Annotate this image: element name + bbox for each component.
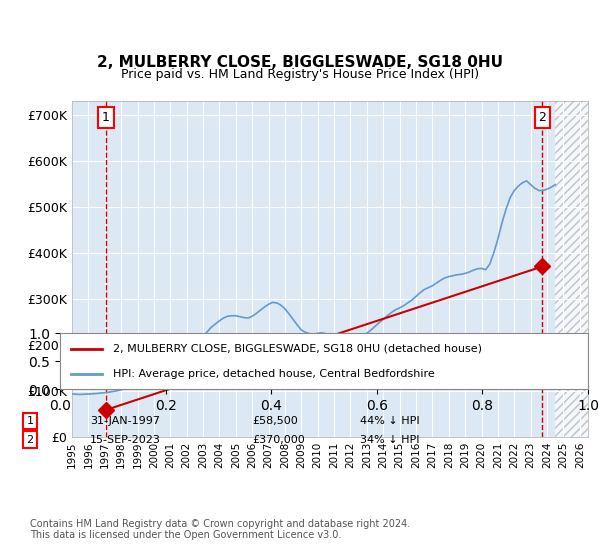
Text: £58,500: £58,500 <box>252 416 298 426</box>
Text: 1: 1 <box>102 111 110 124</box>
Text: Price paid vs. HM Land Registry's House Price Index (HPI): Price paid vs. HM Land Registry's House … <box>121 68 479 81</box>
Text: 15-SEP-2023: 15-SEP-2023 <box>90 435 161 445</box>
Text: 34% ↓ HPI: 34% ↓ HPI <box>360 435 419 445</box>
Text: 31-JAN-1997: 31-JAN-1997 <box>90 416 160 426</box>
Bar <box>555 101 588 437</box>
Text: Contains HM Land Registry data © Crown copyright and database right 2024.
This d: Contains HM Land Registry data © Crown c… <box>30 519 410 540</box>
Text: 1: 1 <box>26 416 34 426</box>
Text: 2: 2 <box>538 111 546 124</box>
Text: HPI: Average price, detached house, Central Bedfordshire: HPI: Average price, detached house, Cent… <box>113 368 434 379</box>
Text: £370,000: £370,000 <box>252 435 305 445</box>
Text: 2: 2 <box>26 435 34 445</box>
Text: 2, MULBERRY CLOSE, BIGGLESWADE, SG18 0HU (detached house): 2, MULBERRY CLOSE, BIGGLESWADE, SG18 0HU… <box>113 344 482 354</box>
Text: 2, MULBERRY CLOSE, BIGGLESWADE, SG18 0HU: 2, MULBERRY CLOSE, BIGGLESWADE, SG18 0HU <box>97 55 503 70</box>
Text: 44% ↓ HPI: 44% ↓ HPI <box>360 416 419 426</box>
